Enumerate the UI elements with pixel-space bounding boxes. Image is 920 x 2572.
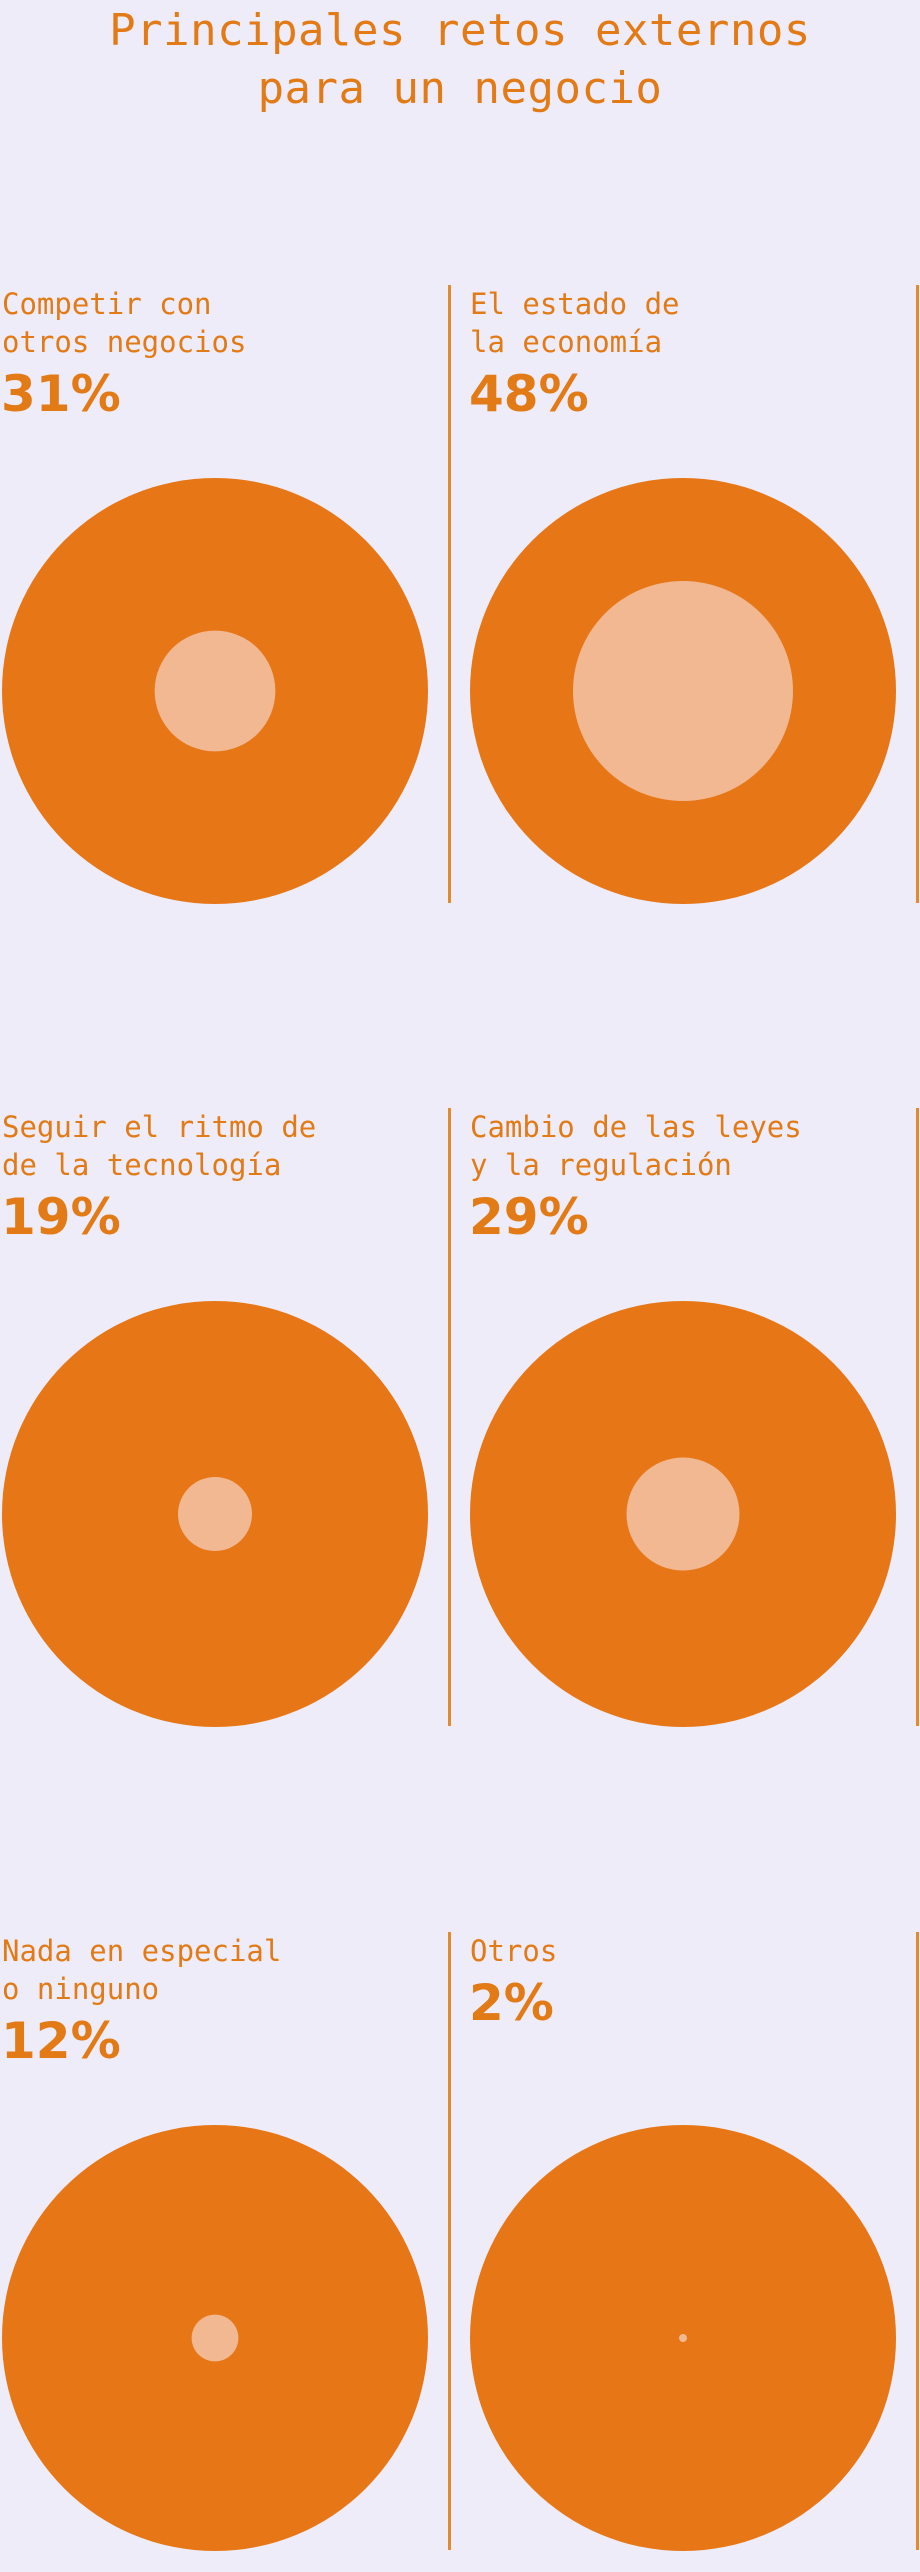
panel-divider: [916, 1932, 919, 2550]
chart-title-line-2: para un negocio: [257, 63, 663, 114]
circle-chart: [470, 2125, 896, 2551]
category-label: Otros: [470, 1932, 557, 1970]
value-label: 12%: [1, 2012, 121, 2070]
value-label: 2%: [469, 1974, 554, 2032]
category-label-line: Nada en especial: [2, 1934, 282, 1968]
panel-divider: [448, 1932, 451, 2550]
chart-panel: Cambio de las leyes y la regulación 29%: [468, 1108, 908, 1728]
circle-chart: [470, 478, 896, 904]
category-label-line: la economía: [470, 325, 663, 359]
value-circle: [679, 2334, 687, 2342]
value-circle: [177, 1476, 253, 1552]
chart-panel: Otros 2%: [468, 1932, 908, 2552]
chart-panel: Seguir el ritmo de de la tecnología 19%: [0, 1108, 440, 1728]
category-label-line: y la regulación: [470, 1148, 732, 1182]
value-circle: [191, 2314, 239, 2362]
value-label: 31%: [1, 365, 121, 423]
chart-title-line-1: Principales retos externos: [109, 5, 811, 56]
category-label: Nada en especial o ninguno: [2, 1932, 281, 2008]
category-label-line: Otros: [470, 1934, 558, 1968]
circle-chart: [470, 1301, 896, 1727]
circle-chart: [2, 2125, 428, 2551]
panel-divider: [448, 1108, 451, 1726]
value-label: 48%: [469, 365, 589, 423]
chart-panel: Nada en especial o ninguno 12%: [0, 1932, 440, 2552]
value-circle: [626, 1457, 740, 1571]
category-label-line: El estado de: [470, 287, 680, 321]
value-circle: [573, 581, 793, 801]
category-label-line: o ninguno: [2, 1972, 160, 2006]
circle-chart: [2, 1301, 428, 1727]
category-label: El estado de la economía: [470, 285, 680, 361]
chart-title: Principales retos externos para un negoc…: [0, 2, 920, 118]
category-label-line: Cambio de las leyes: [470, 1110, 802, 1144]
category-label-line: Seguir el ritmo de: [2, 1110, 317, 1144]
category-label: Cambio de las leyes y la regulación: [470, 1108, 802, 1184]
chart-panel: Competir con otros negocios 31%: [0, 285, 440, 905]
panel-divider: [916, 285, 919, 903]
panel-divider: [916, 1108, 919, 1726]
category-label: Seguir el ritmo de de la tecnología: [2, 1108, 316, 1184]
category-label: Competir con otros negocios: [2, 285, 246, 361]
chart-panel: El estado de la economía 48%: [468, 285, 908, 905]
category-label-line: otros negocios: [2, 325, 247, 359]
panel-divider: [448, 285, 451, 903]
category-label-line: de la tecnología: [2, 1148, 282, 1182]
value-label: 29%: [469, 1188, 589, 1246]
circle-chart: [2, 478, 428, 904]
value-circle: [154, 630, 276, 752]
value-label: 19%: [1, 1188, 121, 1246]
category-label-line: Competir con: [2, 287, 212, 321]
